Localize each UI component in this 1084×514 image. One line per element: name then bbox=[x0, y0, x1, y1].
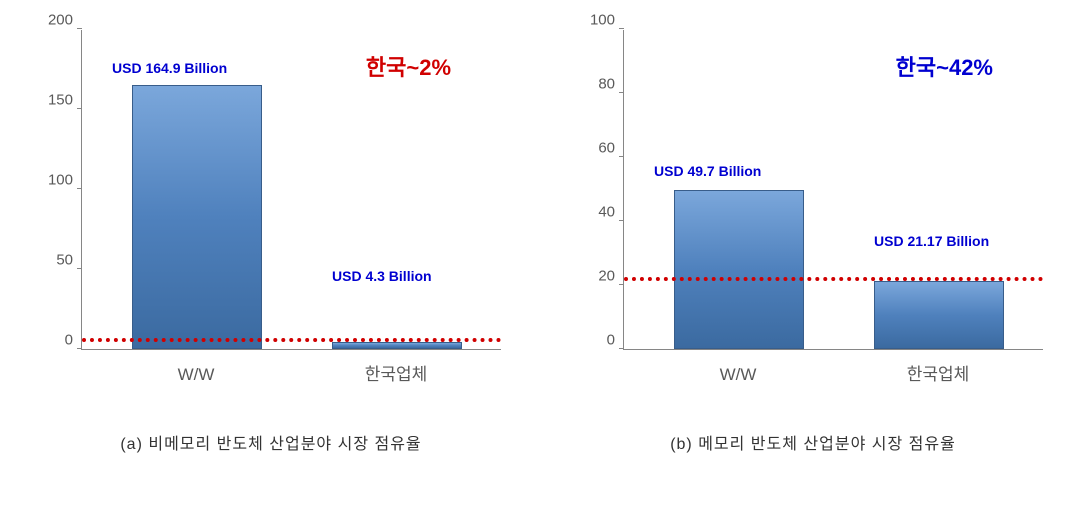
chart-a-plot: USD 164.9 Billion USD 4.3 Billion 한국~2% bbox=[81, 30, 501, 350]
chart-b: 0 20 40 60 80 100 USD 49.7 Billion USD 2… bbox=[573, 20, 1053, 400]
y-tick-label: 50 bbox=[56, 252, 73, 269]
chart-b-bar-ww bbox=[674, 190, 804, 349]
y-tick-label: 0 bbox=[65, 332, 73, 349]
chart-a-container: 0 50 100 150 200 USD 164.9 Billion USD 4… bbox=[20, 20, 522, 454]
charts-row: 0 50 100 150 200 USD 164.9 Billion USD 4… bbox=[20, 20, 1064, 454]
chart-a-annotation: 한국~2% bbox=[366, 50, 451, 82]
chart-b-plot: USD 49.7 Billion USD 21.17 Billion 한국~42… bbox=[623, 30, 1043, 350]
chart-b-container: 0 20 40 60 80 100 USD 49.7 Billion USD 2… bbox=[562, 20, 1064, 454]
chart-a-value-korea: USD 4.3 Billion bbox=[332, 268, 432, 284]
y-tick-label: 20 bbox=[598, 268, 615, 285]
chart-b-value-ww: USD 49.7 Billion bbox=[654, 163, 761, 179]
chart-a-bar-korea bbox=[332, 342, 462, 349]
chart-b-dashed-line bbox=[624, 277, 1043, 281]
chart-b-annotation: 한국~42% bbox=[896, 50, 993, 82]
chart-b-value-korea: USD 21.17 Billion bbox=[874, 233, 989, 249]
chart-b-bar-korea bbox=[874, 281, 1004, 349]
chart-b-caption: (b) 메모리 반도체 산업분야 시장 점유율 bbox=[670, 430, 956, 454]
chart-a-dashed-line bbox=[82, 338, 501, 342]
y-tick-label: 100 bbox=[590, 12, 615, 29]
chart-a: 0 50 100 150 200 USD 164.9 Billion USD 4… bbox=[31, 20, 511, 400]
chart-b-y-axis: 0 20 40 60 80 100 bbox=[573, 30, 623, 350]
y-tick-label: 0 bbox=[607, 332, 615, 349]
y-tick-label: 100 bbox=[48, 172, 73, 189]
chart-a-caption: (a) 비메모리 반도체 산업분야 시장 점유율 bbox=[120, 430, 421, 454]
chart-a-y-axis: 0 50 100 150 200 bbox=[31, 30, 81, 350]
chart-a-value-ww: USD 164.9 Billion bbox=[112, 60, 227, 76]
y-tick-label: 40 bbox=[598, 204, 615, 221]
chart-a-xlabel-korea: 한국업체 bbox=[331, 360, 461, 385]
y-tick-label: 200 bbox=[48, 12, 73, 29]
y-tick-label: 150 bbox=[48, 92, 73, 109]
chart-b-xlabel-ww: W/W bbox=[673, 365, 803, 385]
y-tick-label: 80 bbox=[598, 76, 615, 93]
chart-a-bar-ww bbox=[132, 85, 262, 349]
y-tick-label: 60 bbox=[598, 140, 615, 157]
chart-a-xlabel-ww: W/W bbox=[131, 365, 261, 385]
chart-b-xlabel-korea: 한국업체 bbox=[873, 360, 1003, 385]
